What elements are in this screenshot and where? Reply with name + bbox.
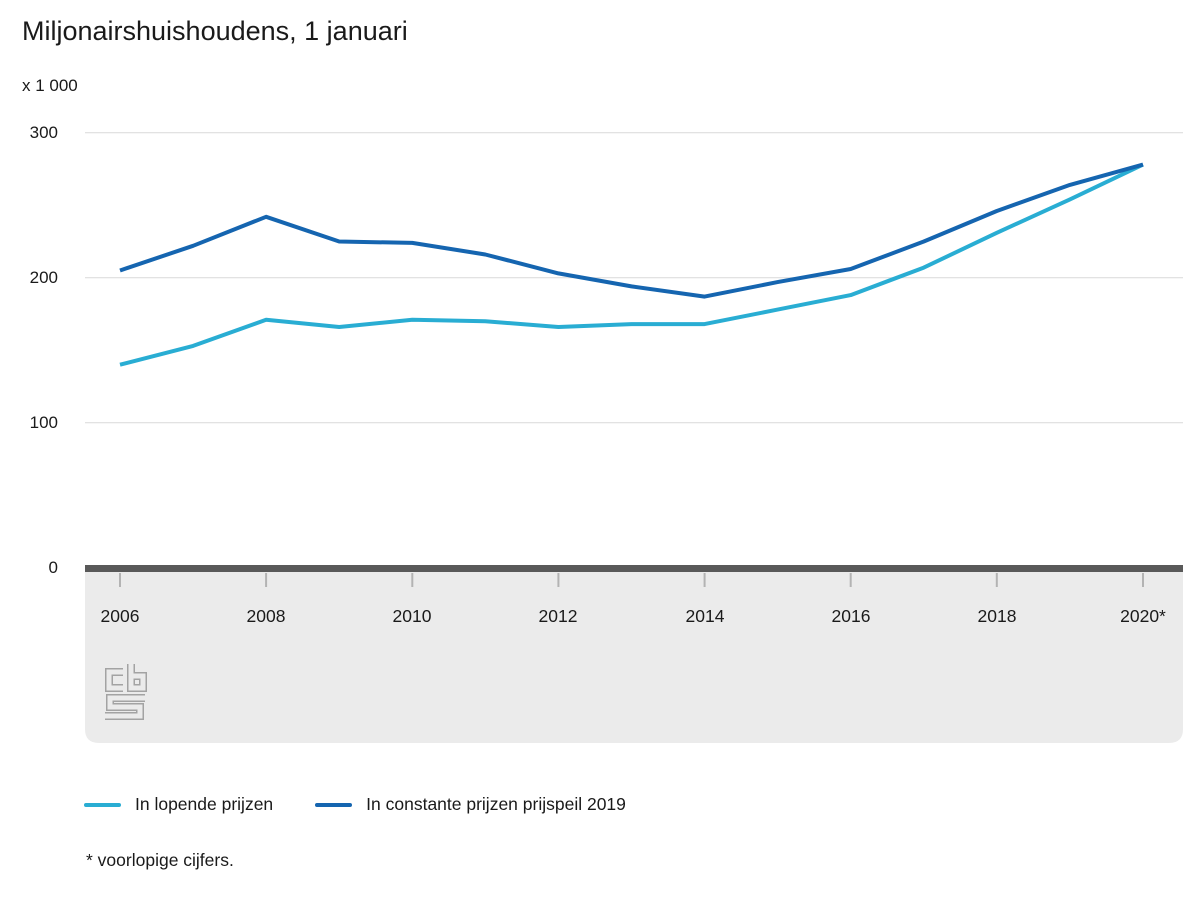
- x-axis-tick-label-2014: 2014: [685, 606, 725, 626]
- y-axis-tick-label-100: 100: [29, 413, 58, 432]
- legend-item-in-lopende-prijzen[interactable]: In lopende prijzen: [84, 794, 273, 815]
- series-line-in-lopende-prijzen[interactable]: [119, 162, 1144, 367]
- y-axis-tick-label-300: 300: [29, 123, 58, 142]
- legend-item-in-constante-prijzen-prijspeil-2019[interactable]: In constante prijzen prijspeil 2019: [315, 794, 626, 815]
- x-axis-tick-label-2018: 2018: [977, 606, 1017, 626]
- footnote: * voorlopige cijfers.: [86, 850, 234, 870]
- legend: In lopende prijzen In constante prijzen p…: [84, 794, 668, 815]
- y-axis-tick-label-200: 200: [29, 268, 58, 287]
- x-axis-tick-label-2012: 2012: [538, 606, 578, 626]
- y-axis-tick-label-0: 0: [48, 558, 58, 577]
- x-axis-bar: [85, 565, 1183, 572]
- cbs-logo: [105, 664, 147, 720]
- page-title: Miljonairshuishoudens, 1 januari: [22, 16, 408, 46]
- legend-label-in-lopende-prijzen: In lopende prijzen: [135, 794, 274, 814]
- legend-swatch-in-lopende-prijzen: [84, 802, 121, 807]
- x-axis-tick-label-2016: 2016: [831, 606, 871, 626]
- series-line-in-constante-prijzen-prijspeil-2019[interactable]: [119, 162, 1144, 299]
- x-axis-tick-label-2010: 2010: [392, 606, 432, 626]
- unit-label: x 1 000: [22, 76, 78, 95]
- legend-swatch-in-constante-prijzen-prijspeil-2019: [315, 802, 353, 807]
- x-axis-band: [85, 572, 1183, 743]
- x-axis-tick-label-2008: 2008: [246, 606, 286, 626]
- legend-label-in-constante-prijzen-prijspeil-2019: In constante prijzen prijspeil 2019: [366, 794, 626, 814]
- x-axis-tick-label-2006: 2006: [100, 606, 140, 626]
- x-axis-tick-label-2020-: 2020*: [1120, 606, 1166, 626]
